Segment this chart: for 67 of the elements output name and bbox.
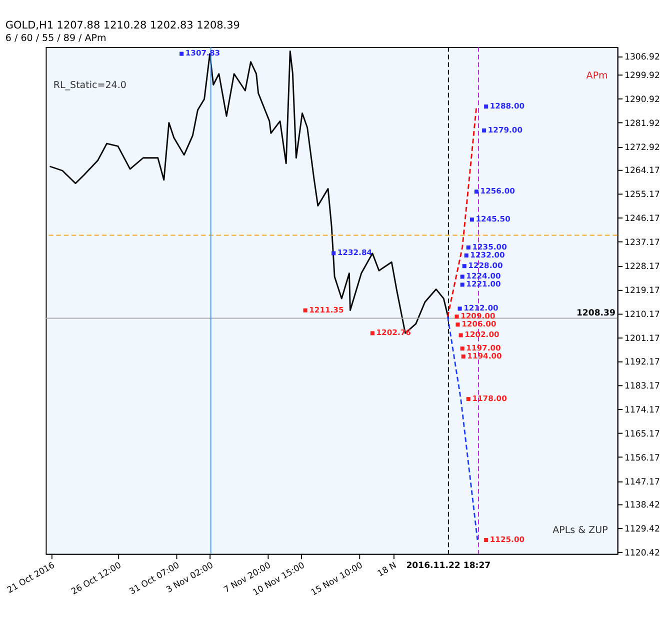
point [460, 282, 464, 287]
y-tick-label: 1272.92 [624, 142, 660, 153]
data-label: 1245.50 [476, 214, 510, 224]
point [461, 354, 466, 359]
annotation: RL_Static=24.0 [53, 80, 126, 91]
data-label: 1202.00 [464, 330, 500, 340]
chart-title: GOLD,H1 1207.88 1210.28 1202.83 1208.39 [5, 19, 240, 32]
data-label: 1206.00 [462, 320, 496, 329]
point [466, 245, 470, 250]
point [484, 538, 488, 542]
y-tick-label: 1120.42 [624, 548, 660, 559]
y-tick-label: 1165.17 [624, 430, 660, 440]
y-tick-label: 1255.17 [624, 190, 660, 200]
point [454, 314, 459, 319]
y-tick-label: 1290.92 [624, 95, 660, 106]
chart-subtitle: 6 / 60 / 55 / 89 / APm [5, 32, 106, 44]
data-label: 1232.84 [337, 248, 372, 258]
y-tick-label: 1228.17 [624, 262, 660, 272]
point [332, 251, 336, 256]
point [458, 333, 463, 338]
y-tick-label: 1264.17 [624, 166, 660, 176]
data-label: 1194.00 [467, 351, 502, 360]
data-label: 1197.00 [466, 343, 501, 352]
point [370, 331, 374, 336]
y-tick-label: 1129.42 [624, 524, 660, 535]
data-label: 1202.76 [376, 328, 411, 338]
y-tick-label: 1174.17 [624, 406, 660, 416]
data-label: 1256.00 [480, 186, 515, 196]
point [474, 190, 478, 194]
data-label: 1178.00 [472, 394, 507, 403]
y-tick-label: 1306.92 [624, 52, 660, 63]
point [456, 322, 460, 327]
ref-line-label: 1208.39 [576, 308, 616, 318]
annotation: APm [586, 70, 608, 82]
point [180, 52, 184, 56]
y-tick-label: 1156.17 [624, 453, 660, 464]
y-tick-label: 1281.92 [624, 119, 660, 130]
y-tick-label: 1138.42 [624, 500, 660, 511]
y-tick-label: 1147.17 [624, 477, 660, 488]
point [460, 346, 464, 351]
point [460, 274, 464, 279]
data-label: 1125.00 [490, 534, 525, 544]
point [482, 128, 486, 132]
point [303, 308, 308, 312]
point [462, 264, 466, 268]
point [470, 218, 474, 222]
x-tick-label: 18 N [376, 560, 398, 580]
y-tick-label: 1246.17 [624, 214, 660, 224]
annotation: APLs & ZUP [552, 524, 608, 536]
point [484, 104, 488, 109]
y-tick-label: 1210.17 [624, 310, 660, 320]
point [464, 253, 468, 258]
y-tick-label: 1299.92 [624, 71, 660, 82]
data-label: 1279.00 [488, 125, 523, 134]
y-tick-label: 1219.17 [624, 286, 660, 296]
point [458, 306, 462, 311]
data-label: 1228.00 [468, 261, 503, 270]
y-tick-label: 1237.17 [624, 238, 660, 248]
data-label: 1288.00 [490, 101, 525, 110]
y-tick-label: 1201.17 [624, 334, 660, 344]
ref-line-label: 2016.11.22 18:27 [406, 561, 491, 572]
data-label: 1211.35 [309, 305, 344, 314]
data-label: 1224.00 [466, 272, 501, 281]
data-label: 1221.00 [466, 280, 501, 289]
point [466, 397, 470, 402]
y-tick-label: 1183.17 [624, 382, 660, 392]
y-tick-label: 1192.17 [624, 358, 660, 368]
